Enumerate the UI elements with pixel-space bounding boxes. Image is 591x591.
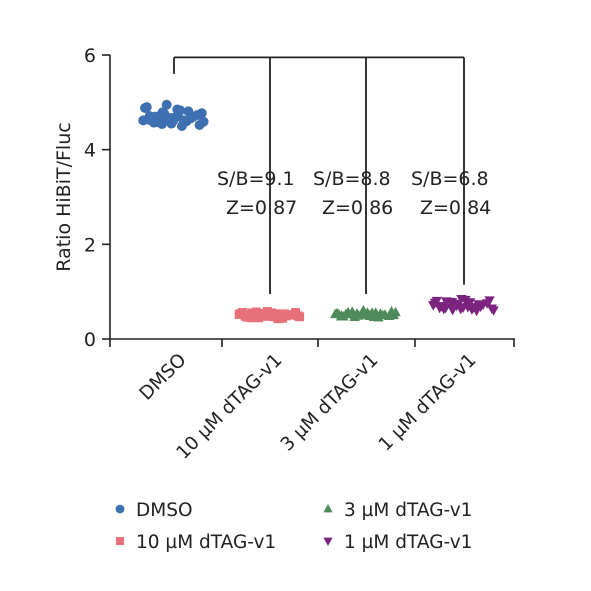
- comparison-brackets: [173, 56, 465, 295]
- annotations: S/B=9.1 Z=0.87 S/B=8.8 Z=0.86 S/B=6.8 Z=0.84: [217, 168, 491, 219]
- data-points: [138, 99, 499, 324]
- y-axis-title: Ratio HiBiT/Fluc: [53, 122, 75, 271]
- point-dmso: [161, 99, 172, 110]
- point-1-um-dtag-v1: [475, 302, 486, 313]
- point-10-um-dtag-v1: [255, 308, 265, 318]
- legend-label-dmso: DMSO: [136, 500, 193, 521]
- point-dmso: [157, 119, 167, 130]
- point-3-um-dtag-v1: [370, 307, 381, 317]
- x-tick-label-3-um-dtag-v1: 3 µM dTAG-v1: [277, 350, 383, 456]
- point-dmso: [165, 113, 176, 123]
- point-1-um-dtag-v1: [488, 306, 499, 316]
- point-10-um-dtag-v1: [268, 310, 278, 320]
- point-1-um-dtag-v1: [462, 299, 473, 310]
- y-tick-label: 6: [84, 45, 96, 67]
- point-3-um-dtag-v1: [383, 310, 395, 321]
- point-1-um-dtag-v1: [449, 301, 460, 311]
- point-1-um-dtag-v1: [468, 303, 479, 313]
- point-10-um-dtag-v1: [282, 311, 292, 321]
- point-dmso: [192, 110, 203, 121]
- legend: DMSO 10 µM dTAG-v1 3 µM dTAG-v1 1 µM dTAG-v…: [115, 500, 472, 553]
- y-tick-label: 0: [84, 329, 96, 351]
- annotation-z-3-um-dtag-v1: Z=0.86: [322, 197, 393, 219]
- point-10-um-dtag-v1: [295, 312, 305, 322]
- point-dmso: [141, 102, 152, 113]
- point-3-um-dtag-v1: [357, 308, 368, 318]
- x-tick-label-10-um-dtag-v1: 10 µM dTAG-v1: [173, 350, 287, 464]
- legend-marker-10-um-dtag-v1: [116, 537, 124, 545]
- annotation-sb-3-um-dtag-v1: S/B=8.8: [313, 168, 391, 190]
- y-tick-label: 2: [84, 234, 96, 256]
- legend-marker-3-um-dtag-v1: [323, 503, 333, 513]
- y-ticks: 0 2 4 6: [84, 45, 110, 351]
- point-dmso: [172, 104, 183, 115]
- annotation-z-1-um-dtag-v1: Z=0.84: [420, 197, 491, 219]
- point-3-um-dtag-v1: [377, 309, 388, 320]
- x-tick-label-1-um-dtag-v1: 1 µM dTAG-v1: [375, 350, 481, 456]
- point-dmso: [150, 111, 161, 122]
- point-3-um-dtag-v1: [342, 307, 353, 318]
- point-3-um-dtag-v1: [335, 311, 347, 321]
- point-10-um-dtag-v1: [247, 313, 257, 323]
- y-tick-label: 4: [84, 140, 96, 162]
- point-10-um-dtag-v1: [240, 310, 250, 320]
- legend-marker-1-um-dtag-v1: [323, 537, 333, 547]
- point-10-um-dtag-v1: [273, 314, 283, 324]
- legend-label-3-um-dtag-v1: 3 µM dTAG-v1: [344, 500, 472, 521]
- point-dmso: [178, 115, 189, 126]
- x-tick-label-dmso: DMSO: [136, 350, 191, 405]
- legend-label-10-um-dtag-v1: 10 µM dTAG-v1: [136, 532, 276, 553]
- point-1-um-dtag-v1: [455, 304, 466, 315]
- point-10-um-dtag-v1: [275, 309, 285, 319]
- axes: [109, 55, 515, 340]
- point-1-um-dtag-v1: [440, 303, 451, 314]
- legend-marker-dmso: [115, 504, 125, 514]
- point-3-um-dtag-v1: [364, 309, 375, 320]
- annotation-sb-10-um-dtag-v1: S/B=9.1: [217, 168, 295, 190]
- point-3-um-dtag-v1: [390, 306, 401, 317]
- annotation-sb-1-um-dtag-v1: S/B=6.8: [411, 168, 489, 190]
- legend-label-1-um-dtag-v1: 1 µM dTAG-v1: [344, 532, 472, 553]
- annotation-z-10-um-dtag-v1: Z=0.87: [226, 197, 297, 219]
- point-10-um-dtag-v1: [288, 310, 298, 320]
- point-dmso: [198, 116, 209, 127]
- point-1-um-dtag-v1: [481, 299, 493, 309]
- point-10-um-dtag-v1: [262, 311, 272, 321]
- point-1-um-dtag-v1: [431, 296, 442, 307]
